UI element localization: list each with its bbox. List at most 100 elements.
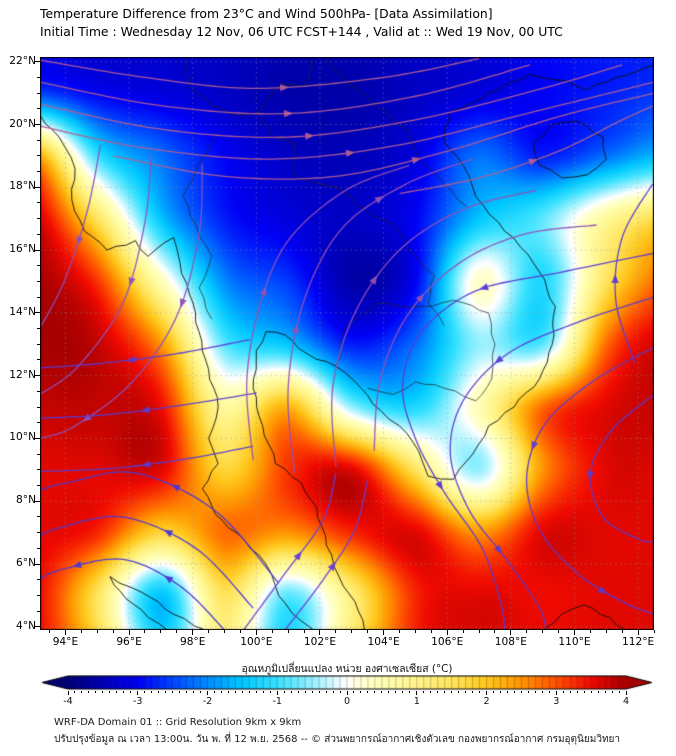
axis-tick	[573, 630, 575, 635]
axis-tick	[37, 406, 40, 408]
axis-tick	[611, 691, 613, 693]
x-tick-label: 94°E	[52, 636, 79, 648]
axis-tick	[179, 691, 181, 693]
axis-tick	[37, 265, 40, 267]
axis-tick	[255, 691, 257, 693]
axis-tick	[506, 691, 508, 693]
axis-tick	[276, 691, 278, 695]
footer-credit-thai: ปรับปรุงข้อมูล ณ เวลา 13:00น. วัน พ. ที่…	[54, 734, 621, 745]
axis-tick	[297, 691, 299, 693]
x-tick-label: 98°E	[179, 636, 206, 648]
axis-tick	[81, 691, 83, 693]
axis-tick	[95, 691, 97, 693]
axis-tick	[526, 630, 528, 633]
y-tick-label: 8°N	[16, 494, 36, 507]
axis-tick	[462, 630, 464, 633]
axis-tick	[527, 691, 529, 693]
colorbar-tick-label: -4	[63, 696, 73, 707]
axis-tick	[220, 691, 222, 693]
axis-tick	[158, 691, 160, 693]
axis-tick	[37, 139, 40, 141]
axis-tick	[541, 691, 543, 693]
axis-tick	[208, 630, 210, 633]
y-tick-label: 16°N	[9, 243, 36, 256]
colorbar-tick-label: 1	[413, 696, 420, 707]
axis-tick	[472, 691, 474, 693]
axis-tick	[241, 691, 243, 693]
y-tick-label: 4°N	[16, 619, 36, 632]
axis-tick	[558, 630, 560, 633]
axis-tick	[35, 500, 40, 502]
axis-tick	[534, 691, 536, 693]
page-title: Temperature Difference from 23°C and Win…	[40, 6, 493, 21]
colorbar	[40, 675, 654, 715]
axis-tick	[37, 92, 40, 94]
axis-tick	[339, 691, 341, 693]
axis-tick	[479, 691, 481, 693]
axis-tick	[37, 547, 40, 549]
axis-tick	[227, 691, 229, 693]
colorbar-canvas	[40, 675, 654, 692]
axis-tick	[486, 691, 487, 695]
axis-tick	[248, 691, 250, 693]
axis-tick	[144, 630, 146, 633]
axis-tick	[381, 691, 383, 693]
axis-tick	[64, 630, 66, 635]
axis-tick	[398, 630, 400, 633]
axis-tick	[311, 691, 313, 693]
axis-tick	[409, 691, 411, 693]
axis-tick	[37, 516, 40, 518]
axis-tick	[374, 691, 376, 693]
axis-tick	[402, 691, 404, 693]
axis-tick	[597, 691, 599, 693]
x-tick-label: 100°E	[240, 636, 273, 648]
axis-tick	[360, 691, 362, 693]
axis-tick	[625, 691, 627, 695]
colorbar-tick-label: 0	[343, 696, 351, 707]
axis-tick	[35, 186, 40, 188]
axis-tick	[37, 233, 40, 235]
axis-tick	[37, 296, 40, 298]
axis-tick	[499, 691, 501, 693]
axis-tick	[37, 171, 40, 173]
axis-tick	[458, 691, 460, 693]
axis-tick	[200, 691, 202, 693]
axis-tick	[653, 630, 655, 633]
y-tick-label: 10°N	[9, 431, 36, 444]
axis-tick	[37, 594, 40, 596]
colorbar-tick-label: 2	[483, 696, 490, 707]
axis-tick	[430, 630, 432, 633]
axis-tick	[137, 691, 139, 695]
y-tick-label: 14°N	[9, 305, 36, 318]
axis-tick	[576, 691, 578, 693]
axis-tick	[144, 691, 146, 693]
axis-tick	[37, 390, 40, 392]
axis-tick	[234, 691, 236, 693]
axis-tick	[548, 691, 550, 693]
axis-tick	[465, 691, 467, 693]
axis-tick	[37, 202, 40, 204]
axis-tick	[37, 343, 40, 345]
axis-tick	[116, 691, 118, 693]
colorbar-tick-label: -2	[202, 696, 213, 707]
axis-tick	[88, 691, 90, 693]
axis-tick	[562, 691, 564, 693]
axis-tick	[444, 691, 446, 693]
colorbar-label: อุณหภูมิเปลี่ยนแปลง หน่วย องศาเซลเซียส (…	[241, 663, 453, 675]
colorbar-tick-label: -1	[272, 696, 283, 707]
axis-tick	[637, 630, 639, 635]
axis-tick	[37, 453, 40, 455]
axis-tick	[37, 485, 40, 487]
axis-tick	[520, 691, 522, 693]
axis-tick	[492, 691, 494, 693]
axis-tick	[37, 469, 40, 471]
footer-domain-info: WRF-DA Domain 01 :: Grid Resolution 9km …	[54, 717, 302, 728]
axis-tick	[35, 563, 40, 565]
axis-tick	[494, 630, 496, 633]
axis-tick	[35, 626, 40, 628]
axis-tick	[318, 691, 320, 693]
y-tick-label: 12°N	[9, 368, 36, 381]
y-tick-label: 22°N	[9, 54, 36, 67]
axis-tick	[37, 280, 40, 282]
axis-tick	[151, 691, 153, 693]
